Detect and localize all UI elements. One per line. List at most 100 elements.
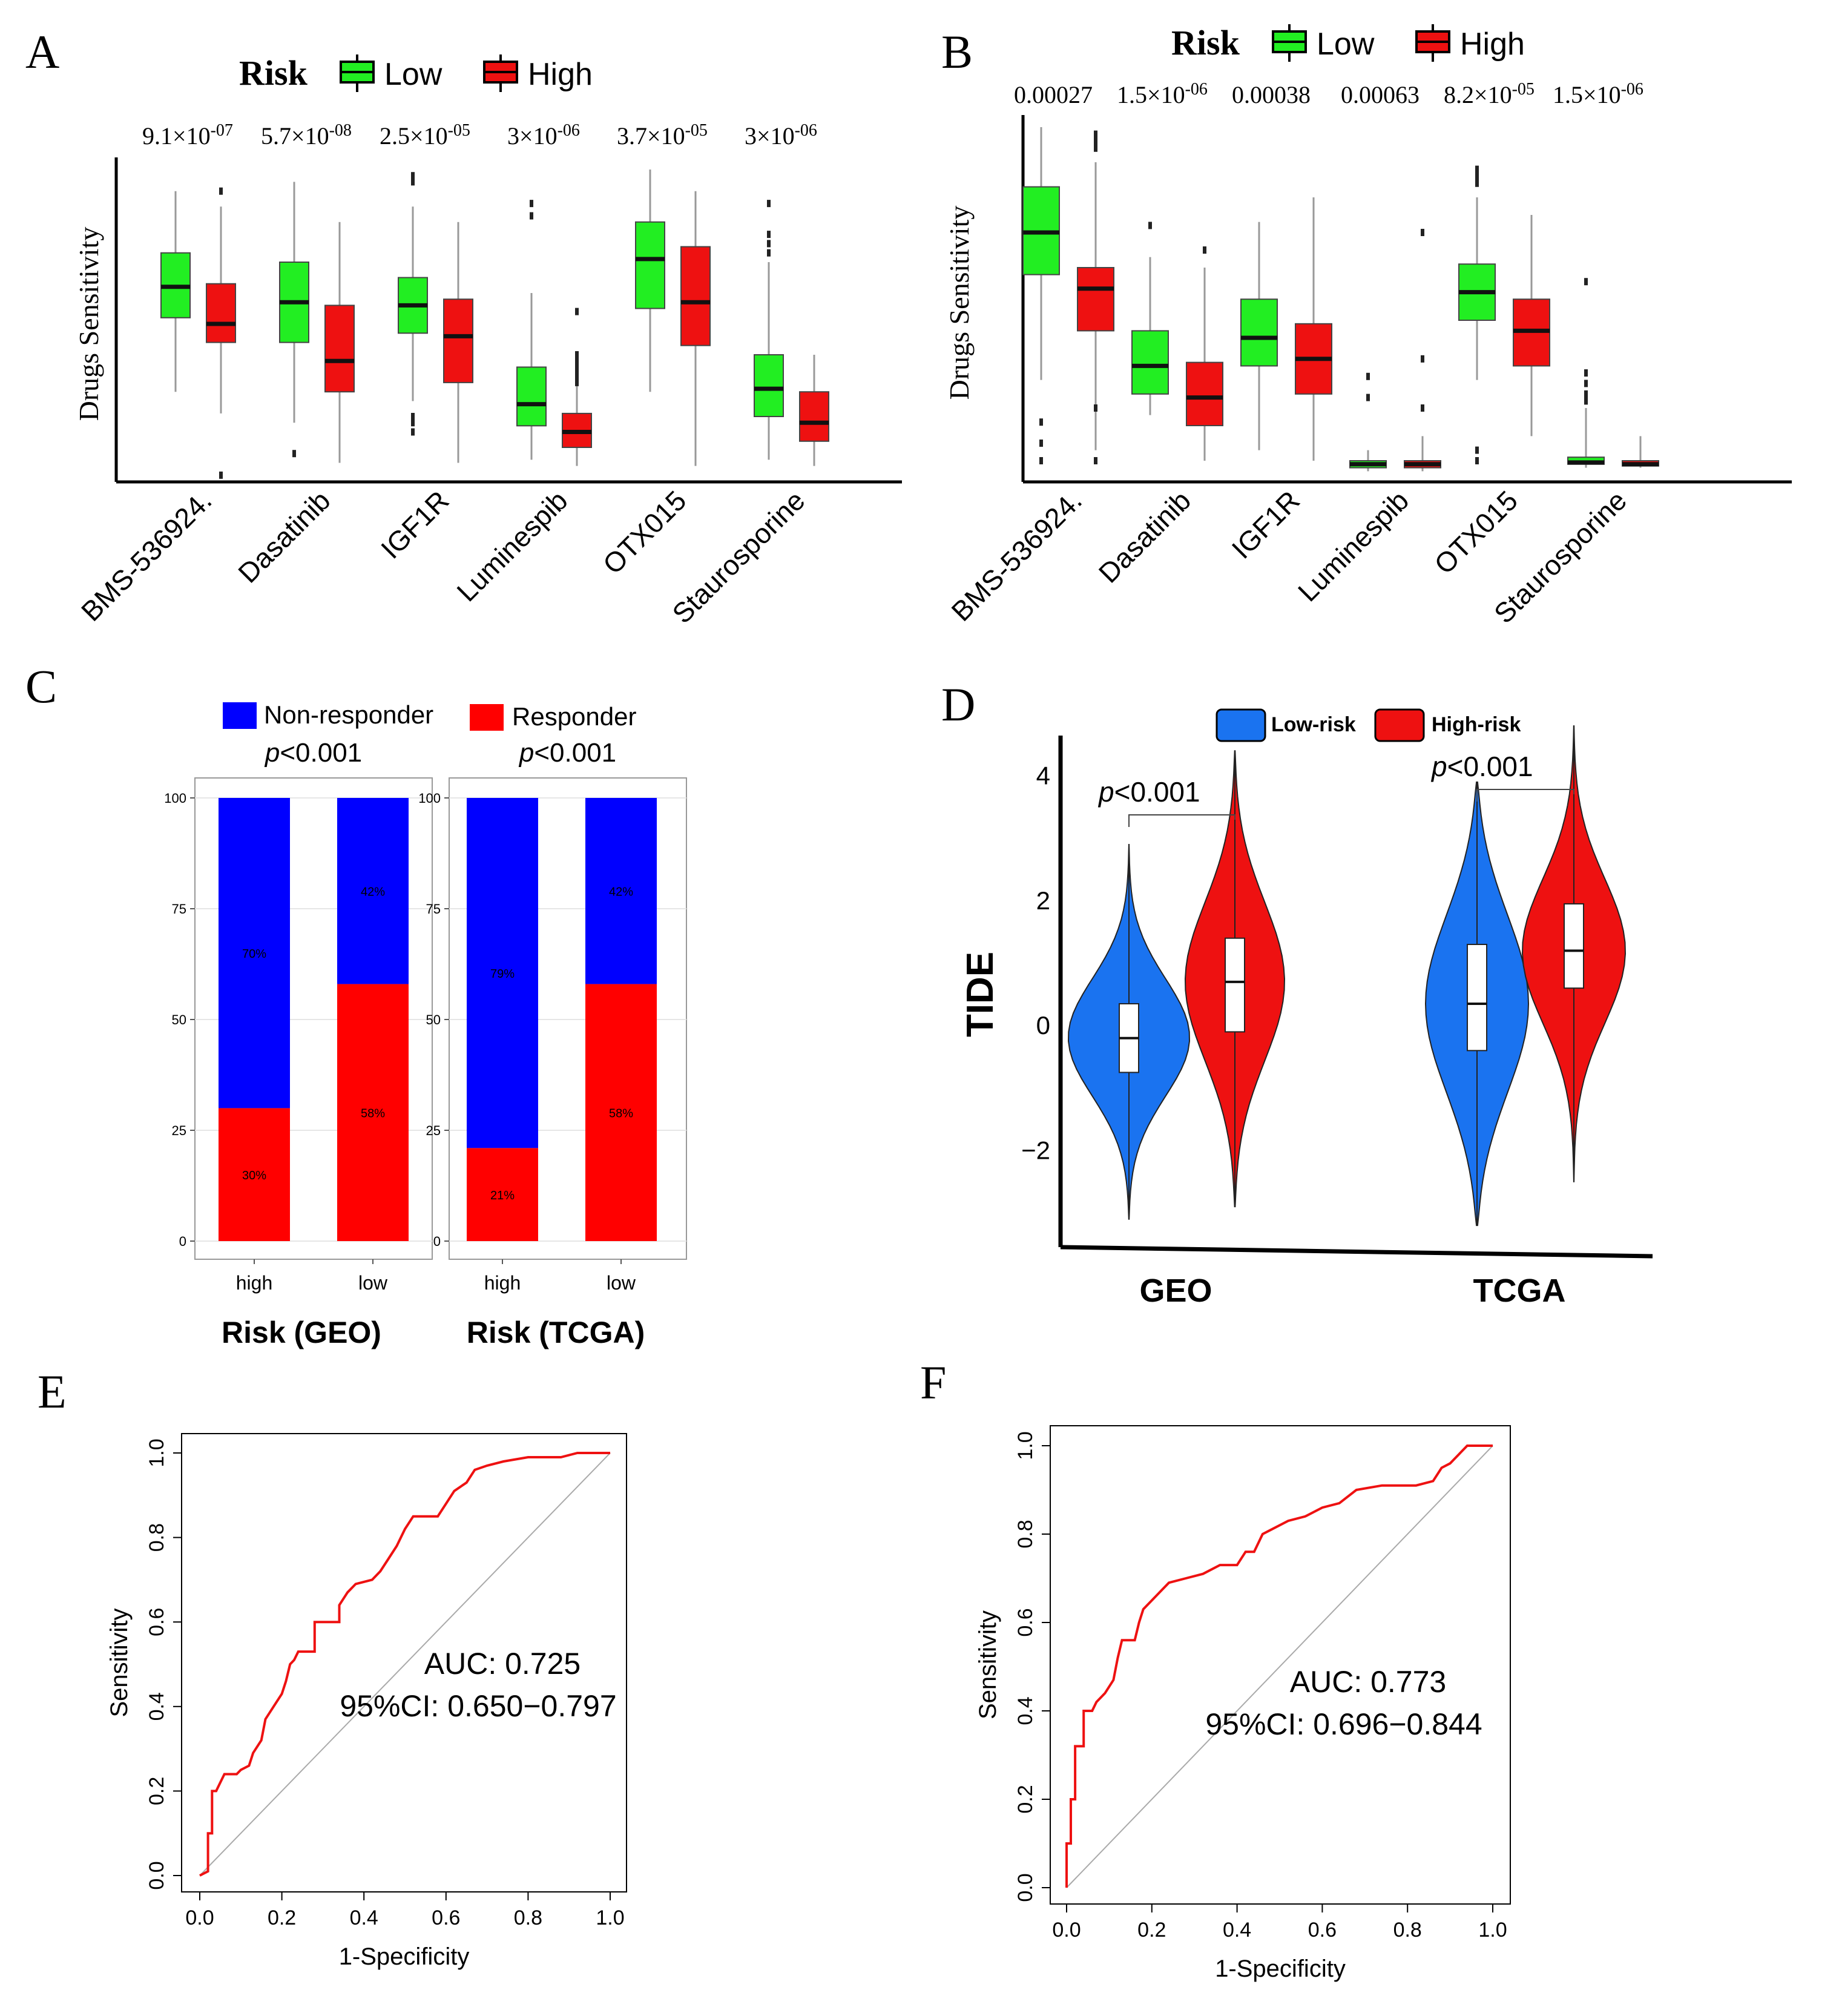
box — [680, 246, 711, 346]
outlier-point — [1475, 446, 1479, 454]
outlier-point — [575, 308, 579, 315]
outlier-point — [292, 450, 296, 458]
box — [635, 221, 665, 309]
legend-label-low-risk: Low-risk — [1271, 713, 1356, 736]
panel-label-d: D — [941, 678, 975, 731]
box-high-bms536924 — [206, 187, 236, 479]
x-tick-label: 0.2 — [268, 1906, 296, 1929]
violin-group-geo: p<0.001 GEO — [1067, 750, 1286, 1309]
box — [754, 354, 784, 417]
x-axis-label: Risk (GEO) — [222, 1316, 381, 1349]
x-tick-label: low — [358, 1272, 388, 1294]
outlier-point — [530, 212, 533, 220]
legend-key-non-responder — [223, 702, 257, 729]
outlier-point — [575, 369, 579, 377]
box-low-otx015 — [635, 170, 665, 392]
x-tick-label: 1.0 — [596, 1906, 624, 1929]
panel-label-c: C — [25, 660, 57, 713]
outlier-point — [1421, 355, 1424, 363]
box-high-staurosporine — [1622, 436, 1659, 468]
legend-key-high-risk — [1374, 708, 1425, 742]
bar-label-responder: 21% — [490, 1189, 515, 1202]
x-tick-label: high — [236, 1272, 273, 1294]
plot-border — [181, 1433, 627, 1892]
panel-c-stacked-bars: Non-responder Responder p<0.001 0 25 50 75 100 7… — [164, 700, 687, 1349]
y-tick-label: 0.8 — [1014, 1520, 1037, 1548]
x-axis-line — [1060, 1245, 1653, 1259]
box — [1240, 298, 1278, 367]
box-low-igf1r — [398, 172, 428, 436]
y-tick-label: 25 — [172, 1123, 186, 1138]
bar-label-responder: 30% — [242, 1169, 266, 1182]
y-axis-label: Drugs Sensitivity — [944, 206, 975, 400]
x-tick-label: OTX015 — [1428, 484, 1524, 580]
bar-label-non-responder: 42% — [361, 886, 385, 899]
box-low-staurosporine — [754, 200, 784, 460]
outlier-point — [411, 172, 415, 180]
box-high-dasatinib — [324, 222, 355, 463]
box-low-staurosporine — [1567, 278, 1605, 468]
y-tick-label: 0.6 — [145, 1608, 168, 1636]
y-tick-label: 0 — [179, 1234, 186, 1249]
x-tick-label: BMS-536924. — [75, 484, 218, 627]
bar-label-non-responder: 79% — [490, 967, 515, 981]
box-low-bms536924 — [160, 191, 191, 392]
outlier-point — [767, 200, 771, 208]
legend: Low-risk High-risk — [1216, 708, 1521, 742]
x-tick-label: high — [484, 1272, 521, 1294]
bar-segment-non-responder — [219, 798, 290, 1108]
y-tick-label: 0.0 — [1014, 1873, 1037, 1902]
legend-key-responder — [470, 704, 504, 731]
ci-label: 95%CI: 0.696−0.844 — [1205, 1707, 1482, 1741]
outlier-point — [1094, 130, 1097, 138]
plot-border — [1050, 1425, 1511, 1905]
roc-curve — [1065, 1444, 1493, 1888]
bar-label-non-responder: 70% — [242, 947, 266, 961]
box-high-staurosporine — [799, 355, 829, 466]
p-value-label: 8.2×10-05 — [1444, 80, 1535, 108]
outlier-point — [530, 200, 533, 208]
bar-label-responder: 58% — [361, 1107, 385, 1121]
p-value-label: 0.00038 — [1232, 81, 1311, 108]
legend-label-high-risk: High-risk — [1432, 713, 1521, 736]
y-tick-label: 0.4 — [1014, 1696, 1037, 1725]
y-axis-label: TIDE — [959, 952, 1001, 1037]
box-high-dasatinib — [1186, 246, 1223, 461]
bar-label-responder: 58% — [609, 1107, 633, 1121]
legend: Non-responder Responder — [223, 700, 636, 731]
box — [324, 305, 355, 393]
panel-label-b: B — [941, 25, 973, 78]
x-tick-label: 0.0 — [185, 1906, 214, 1929]
legend-label-non-responder: Non-responder — [264, 700, 433, 729]
x-tick-label: Luminespib — [450, 484, 573, 607]
y-axis-label: Drugs Sensitivity — [73, 227, 104, 421]
outlier-point — [1421, 229, 1424, 236]
y-tick-label: 2 — [1036, 886, 1050, 915]
outlier-point — [1148, 222, 1152, 229]
legend-label: High — [1460, 27, 1525, 62]
outlier-point — [1475, 179, 1479, 187]
p-value-label: 0.00063 — [1341, 81, 1420, 108]
p-value-label: p<0.001 — [1097, 776, 1200, 808]
outlier-point — [411, 419, 415, 427]
x-tick-label: 0.8 — [1393, 1919, 1422, 1942]
reference-diagonal — [1066, 1445, 1493, 1888]
outlier-point — [1039, 457, 1043, 464]
p-value-label: 3.7×10-05 — [617, 121, 708, 150]
bar-segment-non-responder — [585, 798, 657, 984]
outlier-point — [411, 178, 415, 186]
panel-e-roc: 0.0 0.0 0.2 0.2 0.4 0.4 0.6 0.6 0.8 0.8 1.0 1.0 1-Sp… — [106, 1433, 627, 1970]
legend-label: High — [528, 57, 593, 92]
x-tick-label: Luminespib — [1292, 484, 1415, 607]
x-tick-label: Dasatinib — [1093, 484, 1197, 588]
outlier-point — [1421, 404, 1424, 412]
box-high-igf1r — [1295, 197, 1332, 461]
panel-label-e: E — [38, 1365, 67, 1418]
legend: Risk Low High — [1171, 23, 1525, 62]
p-value-label: 1.5×10-06 — [1117, 80, 1208, 108]
reference-diagonal — [199, 1452, 611, 1876]
y-tick-label: 0.6 — [1014, 1608, 1037, 1636]
x-axis-label: 1-Specificity — [1215, 1955, 1346, 1982]
significance-bracket — [1476, 789, 1574, 802]
x-tick-label: BMS-536924. — [945, 484, 1088, 627]
